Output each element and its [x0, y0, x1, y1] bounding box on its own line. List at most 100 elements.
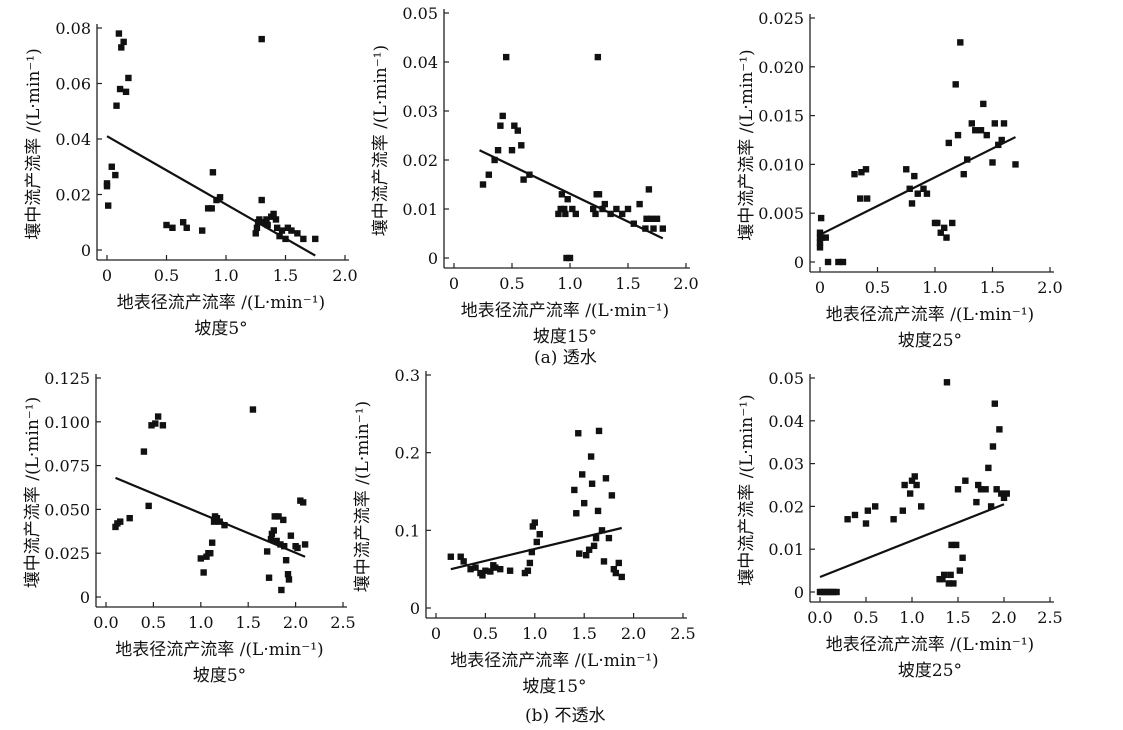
data-point: [571, 486, 578, 494]
data-point: [851, 170, 858, 178]
data-point: [954, 131, 962, 139]
x-tick-label: 2.5: [670, 624, 695, 643]
chart-panel-2: 0 0.01 0.02 0.03 0.04 0.05 0 0.5 1.0 1.5 2.0地表径流产流…: [370, 4, 699, 347]
data-point: [954, 486, 962, 493]
y-axis-title: 壤中流产流率 /(L·min⁻¹): [22, 397, 43, 588]
data-point: [312, 235, 319, 243]
data-point: [116, 85, 124, 93]
y-tick-label: 0.05: [768, 369, 804, 388]
data-point: [941, 571, 948, 579]
data-point: [615, 559, 622, 567]
data-point: [209, 169, 217, 176]
data-point: [208, 205, 215, 212]
data-point: [511, 122, 518, 129]
data-point: [993, 486, 1000, 493]
data-point: [943, 379, 951, 386]
data-point: [985, 464, 992, 472]
data-point: [277, 541, 284, 548]
data-point: [618, 573, 625, 581]
data-point: [648, 215, 655, 222]
data-point: [104, 202, 112, 209]
y-tick-label: 0.015: [758, 107, 804, 126]
y-tick-label: 0: [794, 253, 804, 272]
data-point: [636, 200, 643, 208]
data-point: [256, 216, 263, 223]
y-tick-label: 0.020: [758, 58, 804, 77]
data-point: [890, 516, 897, 523]
chart-panel-3: 0 0.005 0.010 0.015 0.020 0.025 0 0.5 1.0 1.5 2.0地…: [736, 9, 1063, 351]
data-point: [557, 205, 564, 213]
data-point: [989, 159, 996, 166]
data-point: [267, 535, 275, 543]
data-point: [508, 147, 516, 154]
data-point: [959, 554, 966, 561]
data-point: [159, 422, 167, 429]
data-point: [487, 568, 494, 575]
data-point: [536, 531, 543, 538]
data-point: [472, 564, 479, 571]
data-point: [208, 539, 216, 546]
y-tick-label: 0.02: [55, 186, 91, 205]
data-point: [258, 196, 265, 204]
x-axis-title: 地表径流产流率 /(L·min⁻¹): [115, 640, 323, 660]
y-axis-title: 壤中流产流率 /(L·min⁻¹): [736, 49, 757, 240]
y-tick-label: 0.04: [402, 53, 438, 72]
data-point: [288, 227, 295, 234]
data-point: [983, 131, 990, 139]
data-point: [497, 565, 504, 573]
data-point: [122, 88, 130, 96]
y-tick-label: 0.005: [758, 204, 804, 223]
x-axis-title: 地表径流产流率 /(L·min⁻¹): [826, 305, 1034, 325]
x-tick-label: 1.5: [945, 608, 970, 627]
data-point: [563, 254, 570, 262]
data-point: [287, 532, 295, 539]
x-tick-label: 1.0: [899, 608, 924, 627]
data-point: [183, 224, 190, 231]
x-tick-label: 0.0: [93, 613, 118, 632]
x-tick-label: 0: [431, 624, 441, 643]
trend-line: [106, 135, 316, 257]
data-point: [499, 112, 506, 120]
data-point: [284, 571, 292, 578]
data-point: [112, 523, 119, 531]
data-point: [582, 551, 590, 559]
data-point: [564, 196, 571, 203]
x-tick-label: 2.5: [330, 613, 355, 632]
y-tick-label: 0.02: [768, 497, 804, 516]
data-point: [575, 430, 582, 437]
data-point: [280, 516, 287, 524]
data-point: [998, 136, 1005, 144]
data-point: [282, 557, 290, 564]
data-point: [914, 190, 921, 197]
data-point: [851, 511, 859, 519]
data-point: [839, 258, 847, 266]
data-point: [268, 530, 276, 538]
data-point: [253, 224, 261, 231]
data-point: [934, 219, 941, 227]
data-point: [117, 518, 124, 525]
x-tick-label: 1.0: [557, 274, 582, 293]
data-point: [903, 166, 910, 173]
x-axis-title: 地表径流产流率 /(L·min⁻¹): [450, 651, 658, 671]
data-point: [264, 221, 271, 229]
x-tick-label: 2.0: [673, 274, 698, 293]
data-point: [980, 100, 987, 108]
data-point: [479, 572, 486, 579]
data-point: [590, 205, 597, 213]
x-tick-label: 0.0: [807, 608, 832, 627]
data-point: [152, 420, 159, 427]
data-point: [968, 120, 975, 127]
data-point: [653, 215, 661, 222]
x-tick-label: 2.0: [1037, 278, 1062, 297]
data-point: [911, 473, 918, 480]
data-point: [467, 565, 474, 573]
data-point: [650, 225, 657, 232]
data-point: [270, 527, 277, 534]
x-tick-label: 0.5: [853, 608, 878, 627]
chart-panel-4: 0 0.025 0.050 0.075 0.100 0.125 0.0 0.5 1.0 1.5 2.…: [22, 369, 356, 686]
x-tick-label: 1.5: [235, 613, 260, 632]
data-point: [503, 53, 510, 61]
data-point: [529, 523, 537, 530]
data-point: [520, 176, 527, 183]
